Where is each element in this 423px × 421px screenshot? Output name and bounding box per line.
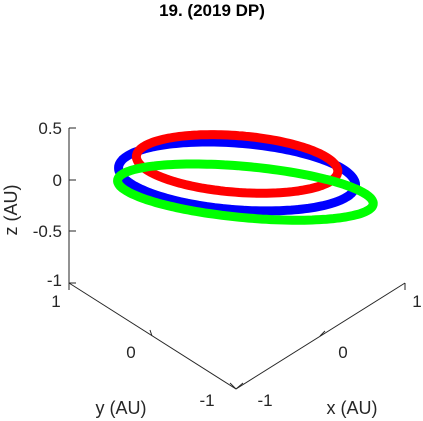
z-tick-label: 0 [53,171,62,190]
x-axis-label: x (AU) [327,398,378,418]
y-axis-line [68,282,237,390]
chart-title: 19. (2019 DP) [159,1,265,20]
y-tick-mark-0 [149,329,153,337]
orbit-line-series-1 [114,137,360,216]
z-tick-label: -0.5 [33,222,62,241]
x-tick-label: 0 [338,343,347,362]
z-tick-label: -1 [47,271,62,290]
x-tick-mark-0 [319,330,326,337]
x-tick-mark--1 [235,382,244,390]
x-tick-label: 1 [412,292,421,311]
y-tick-mark--1 [229,382,237,390]
orbit-line-series-2 [131,130,343,198]
y-tick-label: 1 [51,292,60,311]
y-axis-label: y (AU) [96,398,147,418]
x-tick-label: -1 [257,391,272,410]
y-tick-label: -1 [199,391,214,410]
z-axis-label: z (AU) [1,185,21,236]
z-tick-label: 0.5 [38,119,62,138]
y-tick-label: 0 [126,343,135,362]
orbit-line-series-3 [113,159,378,225]
orbit-series-group [113,130,378,225]
